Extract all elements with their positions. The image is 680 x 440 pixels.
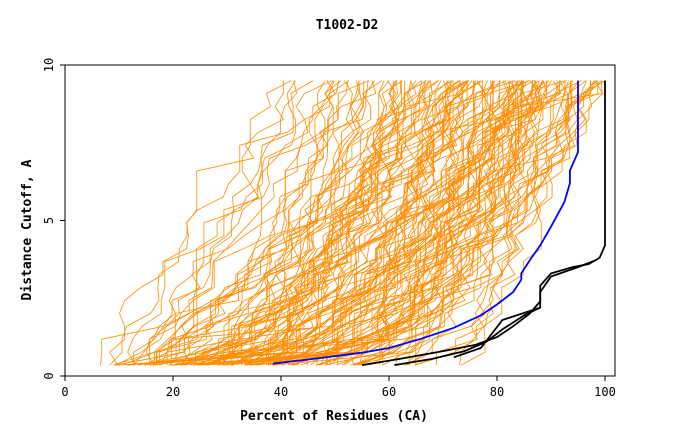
background-model-line: [156, 80, 470, 366]
background-model-line: [310, 80, 522, 366]
background-model-line: [181, 80, 383, 366]
background-model-line: [406, 80, 540, 366]
series-line-black-model-3: [453, 260, 595, 359]
background-model-line: [175, 80, 334, 366]
background-model-line: [382, 80, 566, 366]
background-model-line: [415, 80, 568, 366]
chart-title: T1002-D2: [316, 18, 379, 33]
background-model-line: [144, 80, 500, 366]
background-model-line: [460, 80, 570, 366]
background-model-line: [115, 80, 298, 366]
y-axis-label: Distance Cutoff, A: [20, 159, 35, 300]
background-model-line: [209, 80, 390, 366]
background-model-line: [250, 80, 606, 366]
background-model-line: [329, 80, 484, 366]
background-model-line: [272, 80, 491, 366]
background-model-line: [171, 80, 369, 366]
background-model-line: [183, 80, 531, 366]
background-model-line: [320, 80, 599, 366]
background-model-line: [196, 80, 582, 366]
background-model-line: [144, 80, 399, 366]
background-model-line: [231, 80, 464, 366]
series-line-blue-model: [272, 80, 579, 365]
x-tick-label-0: 0: [61, 385, 68, 399]
background-model-line: [231, 80, 553, 366]
x-tick-label-60: 60: [382, 385, 396, 399]
background-model-line: [218, 80, 335, 366]
y-axis-ticks: 0 5 10: [42, 58, 65, 380]
background-model-line: [198, 80, 533, 366]
background-model-line: [267, 80, 511, 366]
background-model-line: [237, 80, 548, 366]
background-model-line: [168, 80, 591, 366]
y-tick-label-5: 5: [42, 217, 56, 224]
background-model-line: [319, 80, 558, 366]
background-model-line: [193, 80, 365, 366]
background-model-line: [243, 80, 417, 366]
background-model-line: [245, 80, 398, 366]
background-model-line: [205, 80, 533, 366]
background-model-line: [199, 80, 515, 366]
background-model-line: [395, 80, 494, 366]
background-model-line: [126, 80, 562, 366]
x-tick-label-20: 20: [166, 385, 180, 399]
background-model-line: [148, 80, 369, 366]
background-model-line: [166, 80, 528, 366]
background-model-line: [249, 80, 540, 366]
background-model-line: [145, 80, 350, 366]
background-model-line: [221, 80, 493, 366]
background-model-line: [359, 80, 560, 366]
background-model-line: [326, 80, 431, 366]
background-model-line: [153, 80, 296, 366]
background-model-line: [282, 80, 417, 366]
x-tick-label-40: 40: [274, 385, 288, 399]
background-model-line: [274, 80, 470, 366]
x-axis-ticks: 0 20 40 60 80 100: [61, 376, 616, 399]
x-tick-label-80: 80: [490, 385, 504, 399]
background-model-line: [175, 80, 566, 366]
background-model-line: [100, 80, 580, 366]
background-model-line: [173, 80, 524, 366]
background-model-line: [232, 80, 606, 366]
background-model-line: [270, 80, 426, 366]
x-tick-label-100: 100: [594, 385, 616, 399]
background-model-line: [254, 80, 595, 366]
y-tick-label-0: 0: [42, 372, 56, 379]
background-model-curves: [100, 80, 606, 366]
background-model-line: [272, 80, 427, 366]
background-model-line: [414, 80, 547, 366]
background-model-line: [133, 80, 481, 366]
background-model-line: [336, 80, 452, 366]
highlighted-model-curves: [272, 80, 606, 366]
background-model-line: [121, 80, 530, 366]
background-model-line: [268, 80, 406, 366]
background-model-line: [138, 80, 537, 366]
background-model-line: [296, 80, 548, 366]
background-model-line: [144, 80, 484, 366]
background-model-line: [315, 80, 587, 366]
background-model-line: [109, 80, 333, 366]
x-axis-label: Percent of Residues (CA): [240, 409, 428, 424]
background-model-line: [155, 80, 375, 366]
background-model-line: [133, 80, 292, 366]
background-model-line: [273, 80, 385, 366]
background-model-line: [436, 80, 543, 366]
background-model-line: [273, 80, 397, 366]
background-model-line: [160, 80, 468, 366]
background-model-line: [127, 80, 377, 366]
background-model-line: [213, 80, 349, 366]
background-model-line: [183, 80, 426, 366]
background-model-line: [245, 80, 502, 366]
background-model-line: [190, 80, 336, 366]
y-tick-label-10: 10: [42, 58, 56, 72]
